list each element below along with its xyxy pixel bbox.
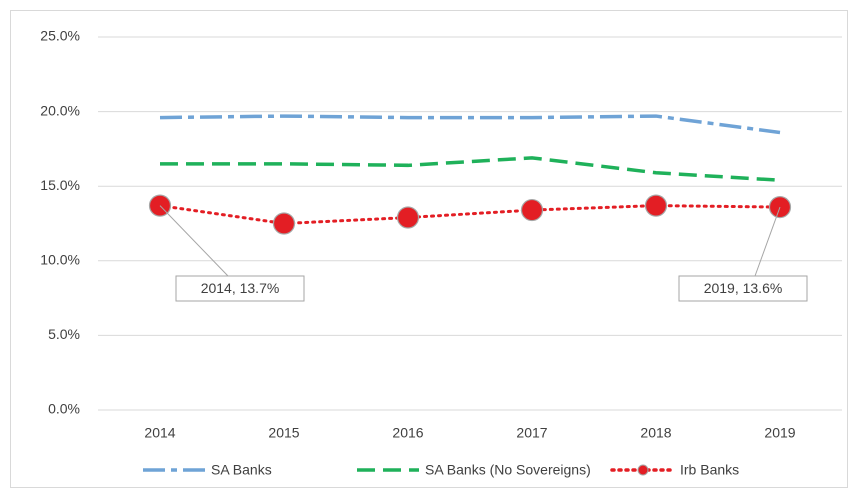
callout-leader (754, 206, 781, 277)
point-marker (396, 206, 420, 229)
y-tick-label: 0.0% (48, 401, 80, 417)
data-label: 2014, 13.7% (201, 280, 280, 296)
y-tick-label: 25.0% (40, 28, 80, 44)
legend-label: Irb Banks (680, 462, 739, 478)
y-tick-label: 10.0% (40, 252, 80, 268)
y-tick-label: 15.0% (40, 177, 80, 193)
point-marker (520, 198, 544, 222)
y-tick-label: 5.0% (48, 326, 80, 342)
y-tick-label: 20.0% (40, 102, 80, 118)
x-tick-label: 2019 (764, 425, 795, 441)
legend-marker (637, 464, 649, 476)
callout-box (678, 275, 808, 302)
legend-label: SA Banks (No Sovereigns) (425, 462, 591, 478)
data-label: 2019, 13.6% (704, 280, 783, 296)
legend-label: SA Banks (211, 462, 272, 478)
x-tick-label: 2015 (268, 425, 299, 441)
x-tick-label: 2018 (640, 425, 671, 441)
point-marker (272, 212, 296, 235)
x-tick-label: 2017 (516, 425, 547, 441)
x-tick-label: 2016 (392, 425, 423, 441)
chart-border (10, 10, 848, 488)
x-tick-label: 2014 (144, 425, 175, 441)
callout-box (175, 275, 305, 302)
series-line (159, 114, 781, 135)
callout-leader (159, 205, 229, 277)
point-marker (644, 194, 668, 217)
series-line (158, 204, 782, 226)
